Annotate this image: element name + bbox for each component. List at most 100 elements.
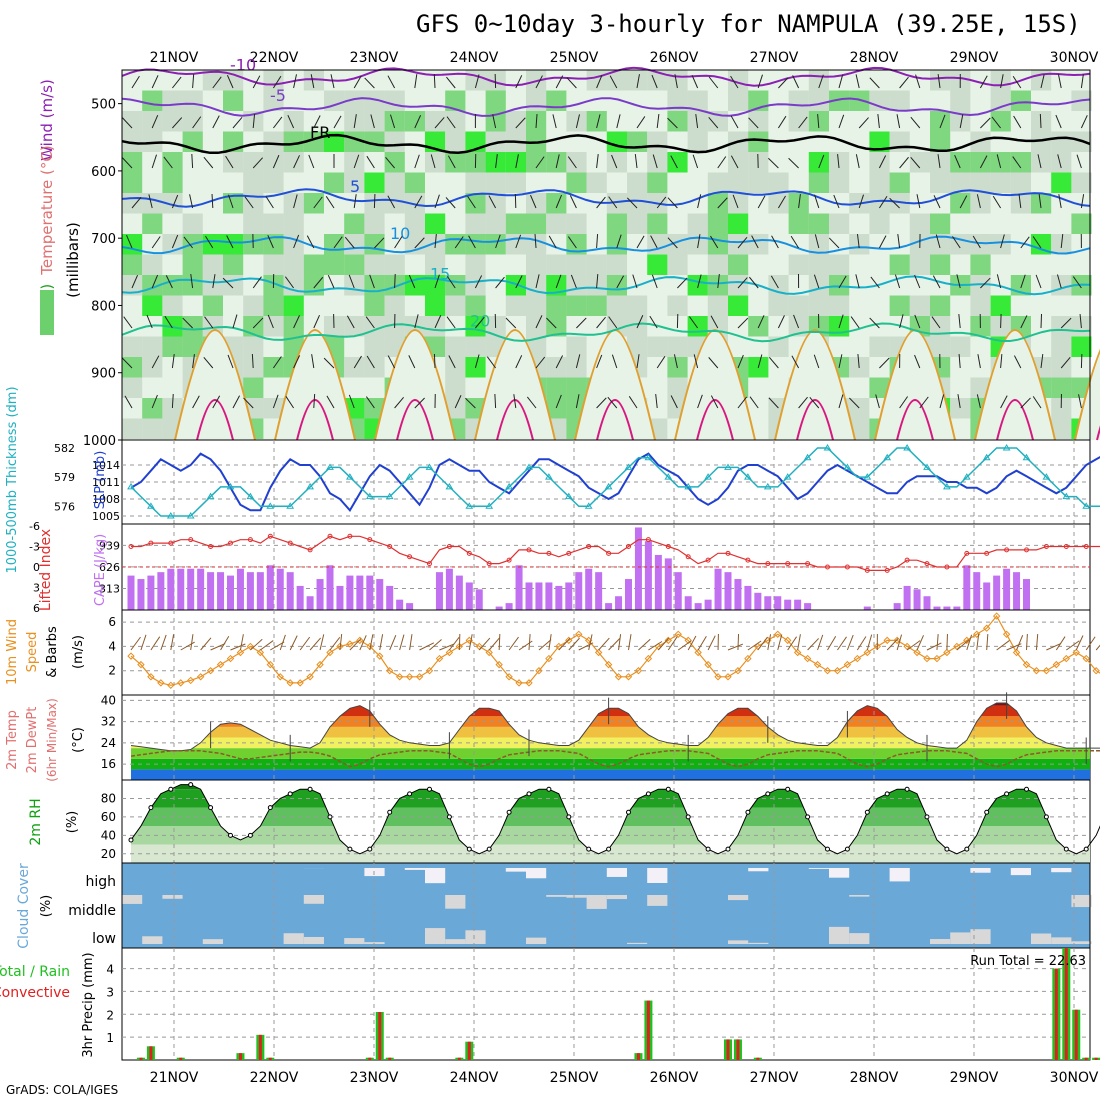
temp-25-contour — [374, 328, 456, 441]
li-marker — [347, 533, 353, 539]
wind-barb — [717, 156, 727, 169]
cape-bar — [784, 599, 792, 610]
rh-cell — [829, 90, 850, 111]
rh-cell — [404, 193, 425, 214]
wind-barb — [628, 396, 638, 409]
wind-barb — [578, 642, 594, 651]
rh-cell — [566, 275, 587, 296]
thickness-marker — [445, 482, 454, 490]
rh-cell — [566, 254, 587, 275]
wind-barb — [916, 194, 921, 209]
rh-cell — [1051, 131, 1072, 152]
wind-barb — [279, 634, 286, 651]
cape-bar — [535, 582, 543, 610]
cloud-low — [445, 939, 466, 944]
thickness-marker — [425, 463, 434, 470]
wind-barb — [414, 314, 419, 329]
wind-barb — [1000, 74, 1004, 89]
wind-barb — [434, 315, 442, 329]
pressure-tick-label: 1000 — [83, 434, 116, 449]
wind-marker — [992, 612, 1001, 620]
rh-cell — [526, 193, 547, 214]
li-marker — [446, 544, 452, 549]
rh-cell — [445, 152, 466, 173]
thickness-marker — [545, 473, 553, 480]
wind-barb — [172, 117, 183, 129]
wind-barb — [708, 117, 719, 129]
cape-bar — [286, 572, 294, 610]
wind-marker — [316, 660, 324, 669]
cape-bar — [933, 606, 941, 610]
rh-cell — [445, 377, 466, 398]
rh-cell — [505, 111, 526, 132]
wind-barb — [203, 156, 214, 169]
rh-cell — [182, 254, 203, 275]
date-label-bottom: 28NOV — [850, 1070, 899, 1086]
wind-barb — [896, 634, 903, 651]
rh-cell — [364, 254, 385, 275]
rh-cell — [182, 90, 203, 111]
rh-cell — [243, 193, 264, 214]
wind-barb — [434, 274, 440, 289]
thickness-marker — [624, 463, 633, 470]
rh-cell — [647, 152, 668, 173]
temp-band — [131, 769, 1090, 780]
li-marker — [387, 544, 393, 549]
li-marker — [884, 567, 890, 573]
wind-barb — [364, 77, 375, 89]
rh-cell — [283, 234, 304, 255]
temp-tick-label: 24 — [101, 736, 116, 750]
cape-bar — [565, 582, 573, 610]
thickness-marker — [644, 453, 653, 461]
wind-barb — [474, 275, 483, 289]
wind-barb — [596, 397, 607, 409]
wind-barb — [205, 235, 214, 249]
cape-bar — [625, 579, 632, 610]
wind-barb — [408, 355, 416, 369]
wind-barb — [846, 634, 854, 651]
rh-cell — [970, 295, 991, 316]
wind-marker — [744, 654, 752, 663]
wind-barb — [797, 634, 801, 651]
rh-cell — [384, 152, 405, 173]
cloud-middle — [122, 895, 143, 904]
rh-tick-label: 20 — [101, 847, 116, 861]
wind-barb — [588, 634, 593, 651]
li-marker — [208, 544, 214, 549]
temp-band — [131, 705, 1090, 717]
rh-cell — [930, 111, 951, 132]
wind-barb — [926, 642, 942, 651]
wind-barb — [838, 275, 847, 289]
cape-bar — [804, 603, 812, 610]
temp-contour — [121, 188, 1091, 208]
thickness-marker — [525, 463, 533, 470]
precip-conv-bar — [467, 1041, 471, 1060]
wind-barb — [272, 75, 282, 89]
temp-25-contour — [174, 328, 256, 441]
wind-barb — [230, 643, 246, 651]
rh-cell — [404, 172, 425, 193]
rh-cell — [707, 254, 728, 275]
wind-barb — [123, 316, 133, 329]
rh-cell — [445, 398, 466, 419]
wind-marker — [973, 630, 981, 638]
rh-cell — [627, 131, 648, 152]
wind-barb — [366, 155, 375, 169]
cape-bar — [316, 579, 324, 610]
rh-cell — [889, 193, 910, 214]
wind-barb — [150, 636, 161, 651]
wind-barb — [333, 236, 343, 249]
wind-barb — [717, 197, 728, 209]
thickness-marker — [903, 444, 911, 451]
rh-cell — [950, 90, 971, 111]
cape-tick-label: 939 — [99, 539, 120, 552]
wind-barb — [996, 154, 1002, 169]
rh-marker — [506, 809, 512, 815]
rh-marker — [466, 846, 472, 852]
rh-cell — [990, 111, 1011, 132]
wind-barb — [608, 196, 618, 209]
thickness-marker — [982, 453, 991, 461]
rh-cell — [970, 377, 991, 398]
rh-cell — [586, 295, 607, 316]
wind-marker — [445, 648, 454, 657]
